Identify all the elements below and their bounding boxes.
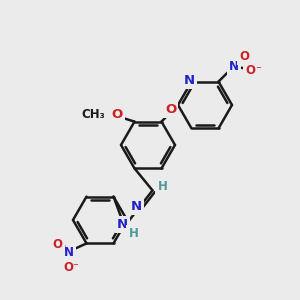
Text: N: N [131, 200, 142, 213]
Text: H: H [158, 180, 167, 193]
Text: H: H [129, 227, 138, 240]
Text: O: O [239, 50, 249, 63]
Text: N: N [229, 60, 239, 73]
Text: +: + [61, 244, 68, 253]
Text: O: O [112, 108, 123, 122]
Text: N: N [117, 218, 128, 231]
Text: O: O [64, 261, 74, 274]
Text: N: N [184, 74, 195, 87]
Text: O: O [52, 238, 63, 251]
Text: CH₃: CH₃ [82, 108, 105, 122]
Text: +: + [235, 58, 243, 67]
Text: O: O [245, 64, 255, 76]
Text: O: O [165, 103, 176, 116]
Text: ⁻: ⁻ [255, 65, 261, 75]
Text: N: N [64, 246, 74, 259]
Text: ⁻: ⁻ [73, 262, 79, 272]
